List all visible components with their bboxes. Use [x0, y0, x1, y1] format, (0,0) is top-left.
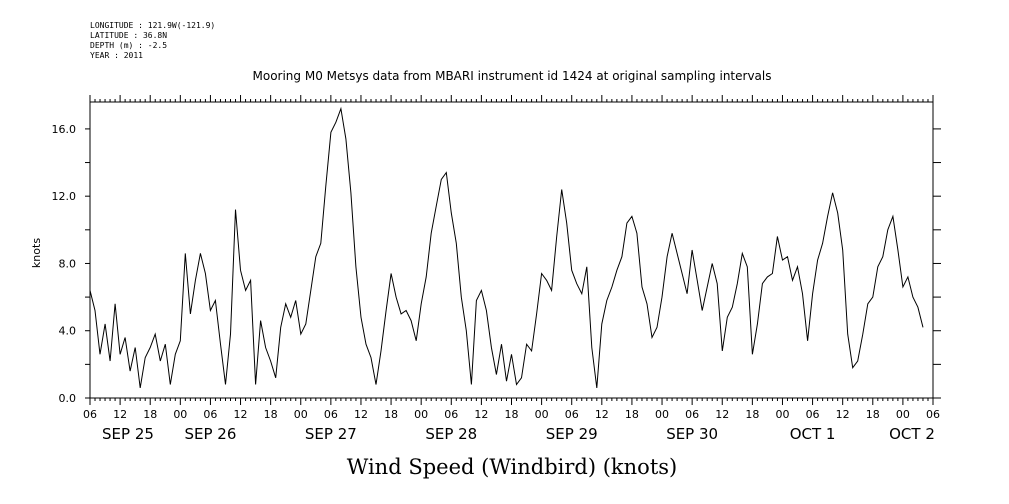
x-tick-label: 12: [113, 408, 127, 421]
latitude-text: LATITUDE : 36.8N: [90, 31, 168, 40]
x-day-label: SEP 29: [546, 425, 598, 443]
x-tick-label: 18: [866, 408, 880, 421]
x-tick-label: 18: [143, 408, 157, 421]
year-text: YEAR : 2011: [90, 51, 143, 60]
x-tick-label: 18: [745, 408, 759, 421]
y-tick-label: 4.0: [59, 325, 77, 338]
x-tick-label: 06: [83, 408, 97, 421]
x-tick-label: 18: [505, 408, 519, 421]
x-day-label: OCT 1: [790, 425, 836, 443]
mooring-metadata: LONGITUDE : 121.9W(-121.9) LATITUDE : 36…: [90, 21, 215, 61]
x-tick-label: 06: [444, 408, 458, 421]
x-tick-label: 00: [173, 408, 187, 421]
x-tick-label: 00: [414, 408, 428, 421]
x-tick-label: 00: [896, 408, 910, 421]
y-axis-label: knots: [30, 238, 43, 268]
y-tick-label: 16.0: [52, 123, 77, 136]
x-day-label: OCT 2: [889, 425, 935, 443]
x-tick-label: 18: [264, 408, 278, 421]
depth-text: DEPTH (m) : -2.5: [90, 41, 168, 50]
x-tick-label: 06: [685, 408, 699, 421]
x-day-label: SEP 30: [666, 425, 718, 443]
x-day-label: SEP 25: [102, 425, 154, 443]
x-tick-label: 12: [595, 408, 609, 421]
chart-title: Mooring M0 Metsys data from MBARI instru…: [253, 69, 772, 83]
x-tick-label: 12: [234, 408, 248, 421]
axis-ticks: 06 12 18 00 06 12 18 00 06 12 18 00 06 12 18 00 06 12 18 00…: [52, 95, 941, 443]
x-tick-label: 12: [354, 408, 368, 421]
x-tick-label: 06: [324, 408, 338, 421]
x-tick-label: 00: [775, 408, 789, 421]
y-tick-label: 12.0: [52, 190, 77, 203]
plot-frame: [89, 101, 934, 399]
series-layer: [89, 106, 924, 388]
plot-border: [89, 101, 934, 399]
x-tick-label: 06: [806, 408, 820, 421]
x-tick-label: 12: [474, 408, 488, 421]
x-tick-label: 00: [535, 408, 549, 421]
x-tick-label: 00: [294, 408, 308, 421]
y-tick-label: 8.0: [59, 257, 77, 270]
x-tick-label: 12: [715, 408, 729, 421]
x-tick-label: 12: [836, 408, 850, 421]
x-tick-label: 06: [926, 408, 940, 421]
series-line: [89, 106, 924, 388]
x-tick-label: 18: [625, 408, 639, 421]
x-axis-title: Wind Speed (Windbird) (knots): [347, 455, 677, 479]
x-day-label: SEP 26: [184, 425, 236, 443]
x-tick-label: 00: [655, 408, 669, 421]
longitude-text: LONGITUDE : 121.9W(-121.9): [90, 21, 216, 30]
x-tick-label: 18: [384, 408, 398, 421]
y-tick-label: 0.0: [59, 392, 77, 405]
x-day-label: SEP 27: [305, 425, 357, 443]
x-tick-label: 06: [565, 408, 579, 421]
x-tick-label: 06: [203, 408, 217, 421]
x-day-label: SEP 28: [425, 425, 477, 443]
